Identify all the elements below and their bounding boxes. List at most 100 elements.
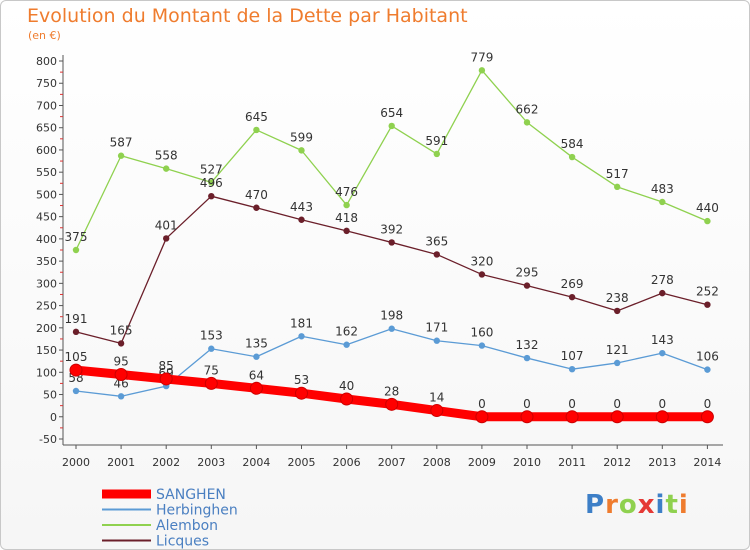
y-tick-label: 550: [36, 166, 57, 179]
data-label-herbinghen: 160: [470, 326, 493, 340]
logo-letter: o: [618, 490, 638, 520]
legend-label-alembon: Alembon: [156, 518, 218, 534]
data-point-sanghen: [385, 397, 399, 411]
data-label-alembon: 662: [516, 102, 539, 116]
data-point-alembon: [117, 152, 125, 159]
data-point-herbinghen: [117, 393, 125, 400]
y-tick-label: 0: [50, 411, 57, 424]
data-label-sanghen: 0: [478, 397, 486, 411]
data-label-licques: 238: [606, 291, 629, 305]
logo-letter: i: [678, 490, 689, 520]
data-point-licques: [433, 251, 440, 258]
data-point-alembon: [614, 183, 621, 191]
data-point-sanghen: [204, 376, 218, 390]
data-label-licques: 191: [65, 312, 88, 326]
data-point-sanghen: [475, 410, 489, 424]
data-point-herbinghen: [614, 359, 621, 367]
data-label-herbinghen: 153: [200, 329, 223, 343]
data-point-alembon: [253, 126, 260, 134]
data-point-sanghen: [295, 386, 308, 400]
y-tick-label: 500: [36, 188, 57, 201]
x-tick-label: 2009: [468, 456, 496, 469]
data-label-alembon: 599: [290, 130, 313, 144]
data-label-alembon: 587: [110, 136, 133, 150]
x-tick-label: 2007: [378, 456, 406, 469]
x-tick-label: 2002: [152, 456, 180, 469]
x-tick-label: 2013: [648, 456, 676, 469]
legend-label-licques: Licques: [156, 534, 209, 550]
data-label-sanghen: 53: [294, 373, 309, 387]
data-point-licques: [478, 271, 486, 278]
data-label-alembon: 558: [155, 149, 178, 163]
data-point-herbinghen: [298, 333, 305, 340]
data-point-herbinghen: [659, 349, 666, 357]
data-point-alembon: [388, 122, 395, 130]
data-point-herbinghen: [523, 354, 531, 362]
data-point-licques: [163, 235, 170, 242]
x-tick-label: 2006: [333, 456, 361, 469]
data-label-licques: 295: [516, 266, 539, 280]
data-point-sanghen: [610, 410, 624, 424]
data-label-alembon: 654: [380, 106, 403, 120]
y-tick-label: 150: [36, 344, 57, 357]
data-label-sanghen: 0: [523, 397, 531, 411]
data-label-sanghen: 40: [339, 379, 354, 393]
proxiti-logo: Proxiti: [585, 490, 689, 520]
data-point-licques: [568, 293, 576, 301]
data-label-licques: 252: [696, 285, 719, 299]
data-label-licques: 269: [561, 277, 584, 291]
data-label-alembon: 645: [245, 110, 268, 124]
data-label-sanghen: 28: [384, 384, 399, 398]
data-label-sanghen: 95: [113, 355, 128, 369]
data-point-sanghen: [700, 410, 714, 424]
data-point-alembon: [523, 119, 531, 126]
y-tick-label: 100: [36, 366, 57, 379]
data-point-sanghen: [114, 368, 128, 382]
data-label-herbinghen: 132: [516, 338, 539, 352]
data-label-herbinghen: 106: [696, 350, 719, 364]
data-point-licques: [208, 192, 215, 200]
data-label-herbinghen: 162: [335, 325, 358, 339]
data-label-herbinghen: 135: [245, 337, 268, 351]
data-point-alembon: [343, 201, 350, 209]
data-label-herbinghen: 198: [380, 309, 403, 323]
data-point-herbinghen: [388, 325, 395, 332]
data-point-sanghen: [69, 363, 83, 377]
data-point-licques: [72, 328, 80, 336]
data-point-licques: [117, 340, 125, 347]
data-label-licques: 392: [380, 222, 403, 236]
data-label-sanghen: 0: [704, 397, 712, 411]
y-tick-label: 350: [36, 255, 57, 268]
data-point-alembon: [298, 147, 305, 154]
data-point-herbinghen: [72, 387, 80, 395]
x-tick-label: 2010: [513, 456, 541, 469]
data-point-alembon: [659, 198, 666, 206]
data-label-alembon: 517: [606, 167, 629, 181]
data-label-licques: 418: [335, 211, 358, 225]
data-label-alembon: 375: [65, 230, 88, 244]
data-label-herbinghen: 46: [113, 376, 128, 390]
data-label-sanghen: 64: [249, 368, 264, 382]
data-label-alembon: 584: [561, 137, 584, 151]
y-tick-label: 200: [36, 322, 57, 335]
data-label-alembon: 440: [696, 201, 719, 215]
legend-label-herbinghen: Herbinghen: [156, 503, 238, 519]
data-label-alembon: 591: [425, 134, 448, 148]
data-point-alembon: [208, 179, 215, 186]
data-point-herbinghen: [433, 337, 440, 344]
data-point-sanghen: [565, 410, 579, 424]
x-tick-label: 2014: [693, 456, 721, 469]
data-label-sanghen: 0: [568, 397, 576, 411]
y-tick-label: 700: [36, 99, 57, 112]
y-tick-label: 50: [43, 389, 57, 402]
unit-label: (en €): [28, 29, 61, 42]
data-label-licques: 401: [155, 218, 178, 232]
data-label-herbinghen: 181: [290, 316, 313, 330]
data-label-alembon: 476: [335, 185, 358, 199]
x-tick-label: 2001: [107, 456, 135, 469]
y-tick-label: 300: [36, 277, 57, 290]
legend-label-sanghen: SANGHEN: [156, 487, 226, 503]
data-label-alembon: 483: [651, 182, 674, 196]
x-tick-label: 2003: [197, 456, 225, 469]
